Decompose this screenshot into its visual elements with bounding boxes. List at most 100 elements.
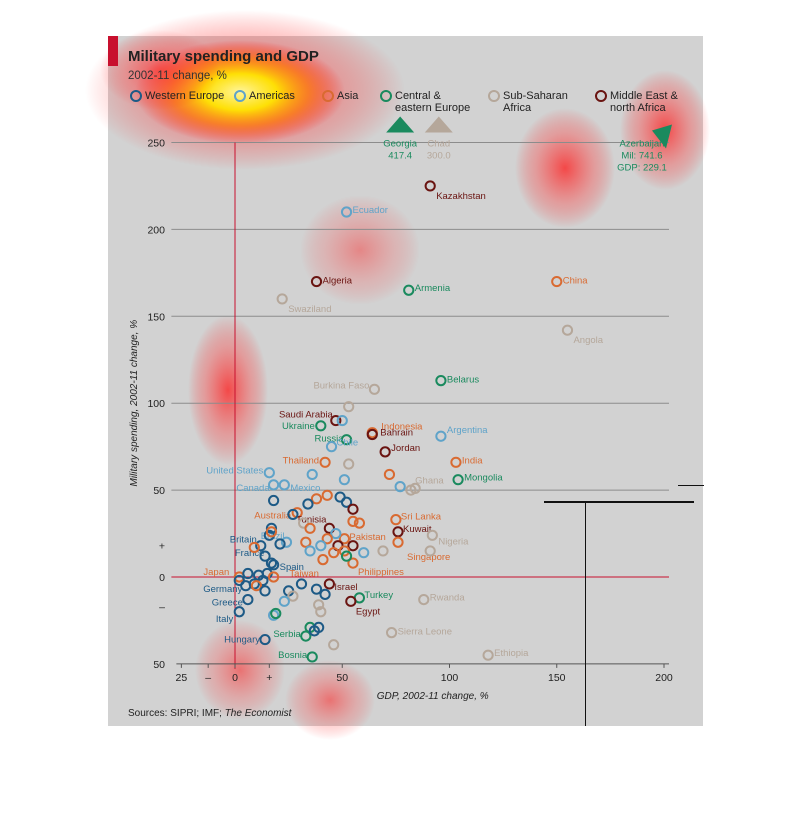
source-note: Sources: SIPRI; IMF; The Economist bbox=[128, 708, 291, 719]
data-point bbox=[347, 557, 359, 569]
data-point bbox=[265, 557, 278, 569]
data-point bbox=[368, 383, 381, 395]
data-point bbox=[340, 434, 353, 446]
point-label: Philippines bbox=[358, 567, 404, 578]
data-point bbox=[330, 527, 342, 540]
data-point bbox=[306, 468, 318, 481]
data-point bbox=[347, 515, 359, 527]
point-label: Jordan bbox=[391, 443, 420, 454]
point-label: Ukraine bbox=[282, 421, 315, 432]
overlay-line bbox=[585, 501, 586, 726]
legend-label: Central & eastern Europe bbox=[395, 90, 471, 114]
point-label: Mongolia bbox=[464, 473, 503, 484]
point-label: Thailand bbox=[283, 455, 319, 466]
data-point bbox=[383, 468, 396, 481]
data-point bbox=[338, 474, 350, 486]
data-point bbox=[250, 580, 263, 592]
data-point bbox=[310, 583, 323, 595]
legend-item-western-europe: Western Europe bbox=[130, 90, 224, 102]
data-point bbox=[319, 588, 331, 600]
data-point bbox=[385, 627, 398, 639]
source-prefix: Sources: SIPRI; IMF; bbox=[128, 708, 225, 719]
x-tick-label: 0 bbox=[232, 672, 238, 684]
y-tick-label: 50 bbox=[153, 485, 165, 497]
y-tick-label: 100 bbox=[147, 398, 165, 410]
point-label: Belarus bbox=[447, 375, 479, 386]
data-point bbox=[358, 547, 370, 559]
point-label: Saudi Arabia bbox=[279, 410, 334, 421]
point-label: Swaziland bbox=[288, 304, 331, 315]
data-point bbox=[265, 526, 278, 538]
y-axis-title: Military spending, 2002-11 change, % bbox=[129, 320, 140, 487]
point-label: Ecuador bbox=[353, 205, 388, 216]
data-point bbox=[330, 414, 342, 427]
offscale-label: Chad bbox=[427, 139, 450, 150]
data-point bbox=[268, 609, 280, 621]
data-point bbox=[317, 554, 329, 566]
legend-swatch bbox=[380, 90, 392, 102]
point-label: Mexico bbox=[290, 483, 320, 494]
legend-swatch bbox=[130, 90, 142, 102]
data-point bbox=[306, 651, 318, 663]
legend-item-asia: Asia bbox=[322, 90, 358, 102]
data-point bbox=[343, 401, 355, 413]
point-label: Nigeria bbox=[438, 536, 469, 547]
data-point bbox=[392, 536, 404, 548]
chart-title: Military spending and GDP bbox=[128, 48, 319, 65]
data-point bbox=[242, 593, 254, 606]
point-label: Israel bbox=[334, 582, 357, 593]
legend-label: Western Europe bbox=[145, 90, 225, 102]
data-point bbox=[295, 578, 308, 590]
y-tick-label: – bbox=[159, 602, 165, 614]
data-point bbox=[328, 547, 340, 559]
offscale-value: GDP: 229.1 bbox=[617, 163, 667, 174]
data-point bbox=[390, 514, 402, 526]
data-point bbox=[435, 375, 447, 387]
point-label: Hungary bbox=[224, 635, 260, 646]
data-point bbox=[300, 536, 312, 548]
data-point bbox=[259, 585, 271, 597]
legend-item-americas: Americas bbox=[234, 90, 295, 102]
legend-swatch bbox=[595, 90, 607, 102]
data-point bbox=[328, 639, 340, 651]
data-point bbox=[405, 484, 417, 496]
legend-item-central-eastern-europe: Central & eastern Europe bbox=[380, 90, 480, 114]
data-point bbox=[263, 467, 275, 479]
x-tick-label: 100 bbox=[441, 672, 459, 684]
point-label: Japan bbox=[203, 567, 229, 578]
heat-spot bbox=[188, 315, 268, 465]
y-tick-label: 50 bbox=[153, 659, 165, 671]
offscale-label: Georgia bbox=[383, 139, 418, 150]
data-point bbox=[338, 545, 350, 557]
data-point bbox=[287, 508, 299, 521]
data-point bbox=[379, 446, 391, 458]
point-label: India bbox=[462, 455, 483, 466]
point-label: China bbox=[563, 276, 589, 287]
data-point bbox=[426, 529, 438, 541]
data-point bbox=[347, 540, 359, 552]
data-point bbox=[319, 456, 331, 468]
point-label: Australia bbox=[254, 511, 292, 522]
data-point bbox=[270, 607, 282, 620]
data-point bbox=[452, 474, 464, 486]
data-point bbox=[315, 540, 327, 552]
data-point bbox=[321, 489, 333, 501]
point-label: Sierra Leone bbox=[398, 627, 452, 638]
heat-spot bbox=[285, 660, 375, 740]
data-point bbox=[310, 275, 323, 288]
point-label: Russia bbox=[314, 434, 344, 445]
offscale-arrow bbox=[424, 116, 453, 133]
data-point bbox=[424, 180, 436, 192]
data-point bbox=[233, 606, 245, 618]
point-label: Taiwan bbox=[289, 569, 319, 580]
point-label: Sri Lanka bbox=[401, 512, 442, 523]
point-label: Germany bbox=[203, 584, 242, 595]
point-label: United States bbox=[206, 466, 263, 477]
data-point bbox=[313, 599, 325, 611]
point-label: Italy bbox=[216, 614, 234, 625]
data-point bbox=[323, 578, 335, 590]
data-point bbox=[268, 571, 280, 583]
data-point bbox=[274, 538, 286, 550]
y-tick-label: 250 bbox=[147, 138, 165, 150]
